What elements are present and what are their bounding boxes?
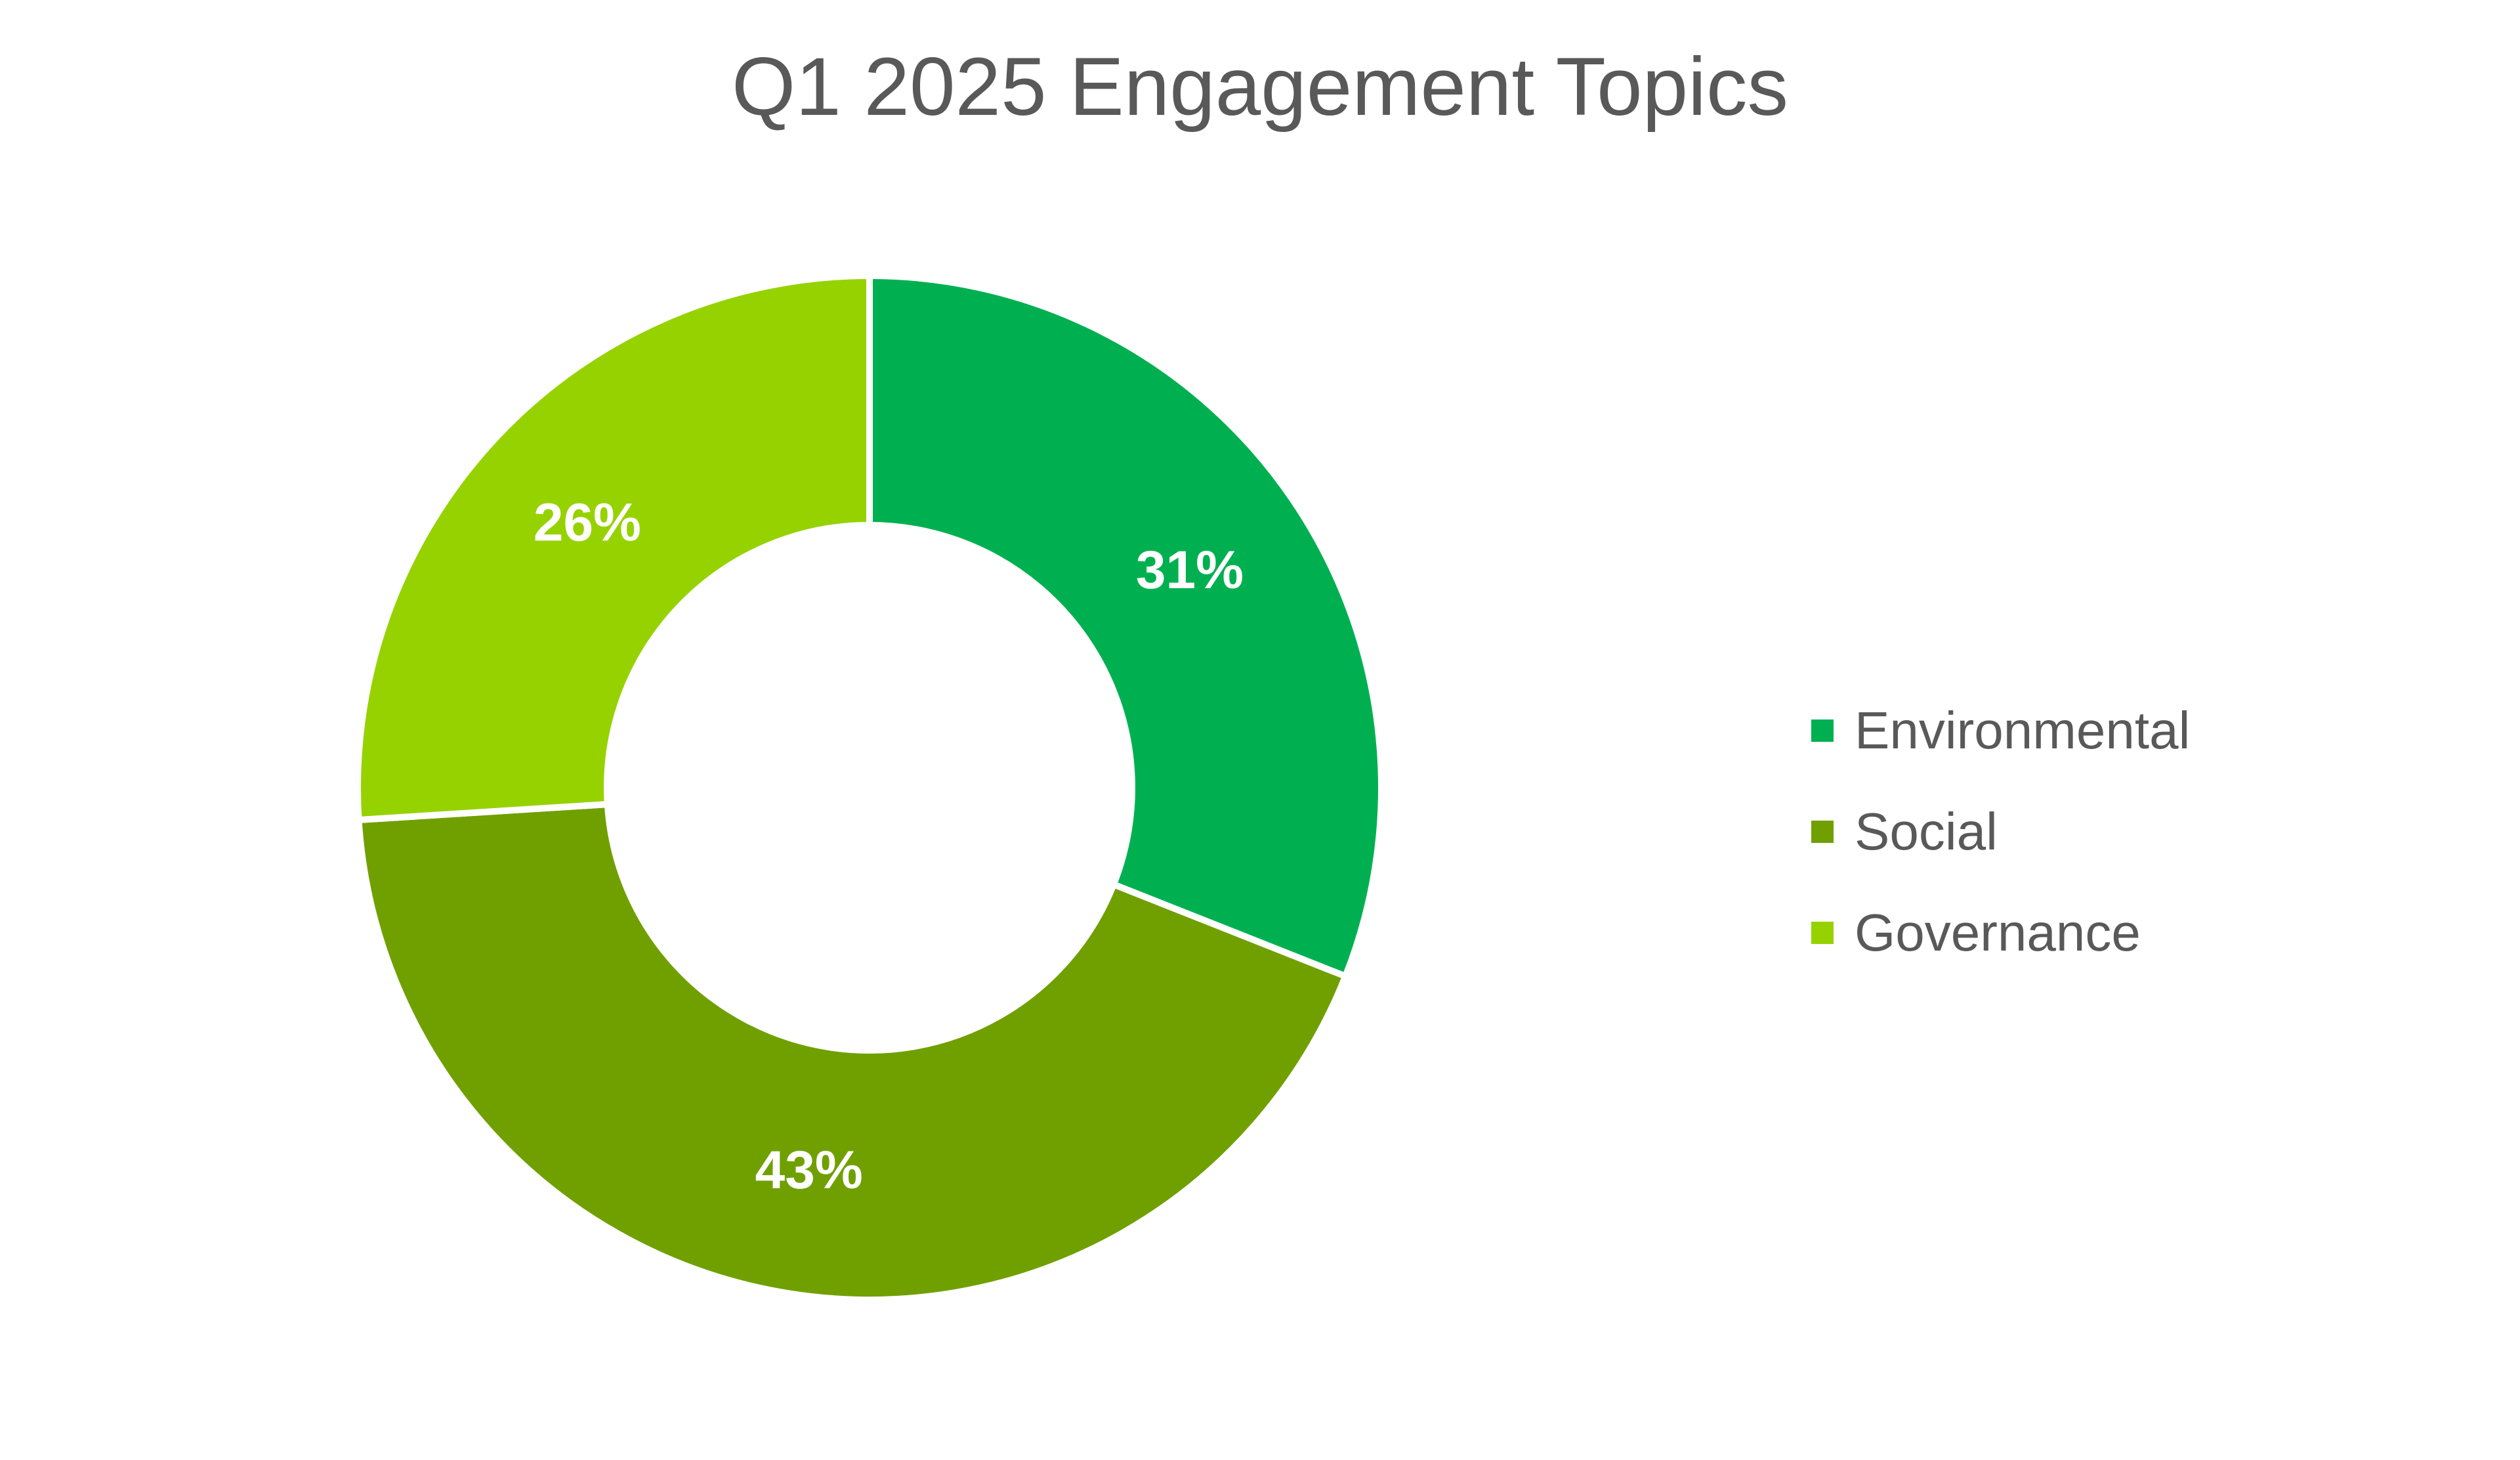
data-label-social: 43% xyxy=(755,1140,863,1200)
legend-item-social: Social xyxy=(1811,781,2190,882)
data-label-governance: 26% xyxy=(534,493,641,553)
data-label-environmental: 31% xyxy=(1136,540,1244,600)
legend-item-environmental: Environmental xyxy=(1811,680,2190,781)
legend-swatch xyxy=(1811,922,1834,944)
legend-label: Environmental xyxy=(1855,701,2191,760)
legend-swatch xyxy=(1811,719,1834,742)
legend-swatch xyxy=(1811,821,1834,843)
legend-item-governance: Governance xyxy=(1811,882,2190,983)
donut-slice-environmental xyxy=(866,272,1385,981)
legend-label: Social xyxy=(1855,802,1998,861)
chart-title: Q1 2025 Engagement Topics xyxy=(732,41,1788,133)
chart-legend: Environmental Social Governance xyxy=(1811,680,2190,983)
legend-label: Governance xyxy=(1855,903,2141,962)
donut-slice-governance xyxy=(354,272,873,824)
donut-slice-social xyxy=(355,800,1350,1303)
